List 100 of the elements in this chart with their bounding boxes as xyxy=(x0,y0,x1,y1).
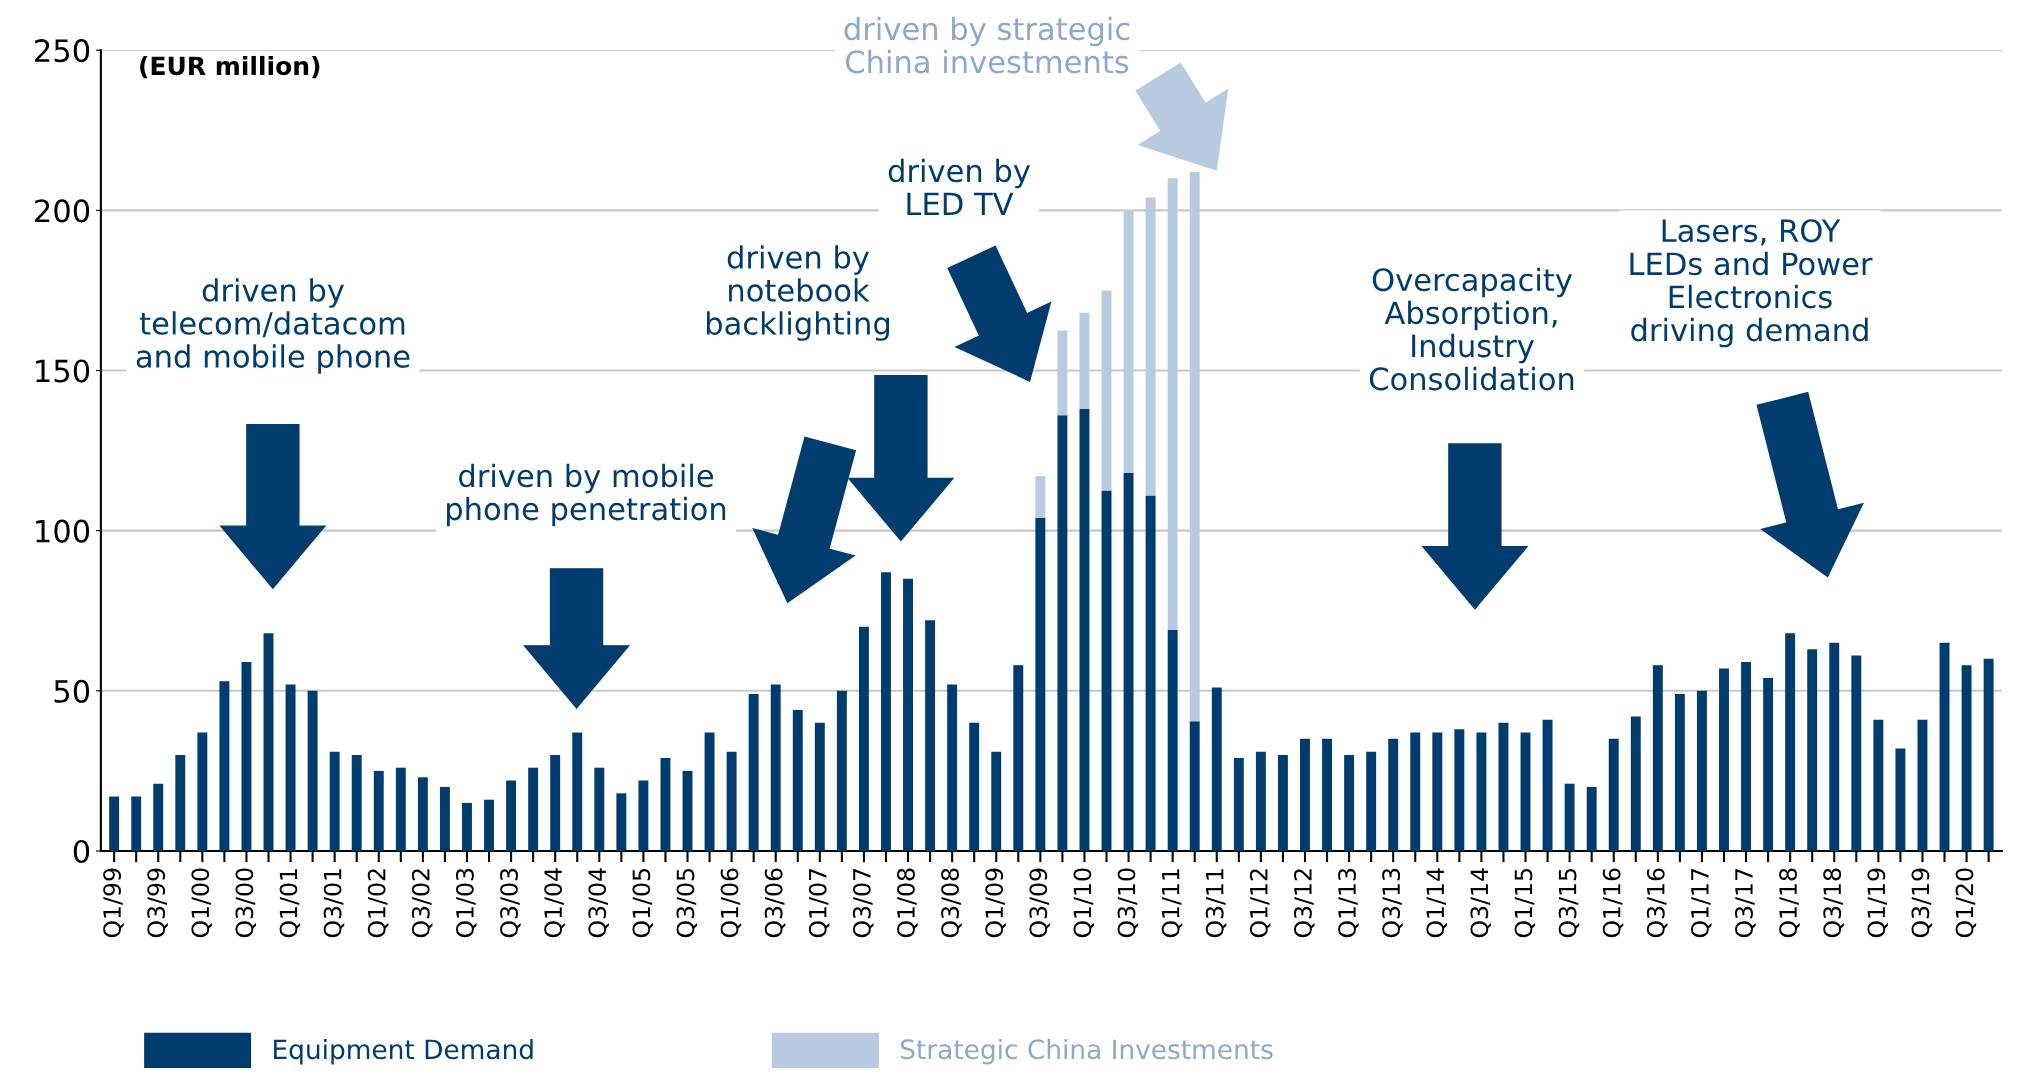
bar xyxy=(682,770,693,851)
bar xyxy=(109,796,120,851)
bar xyxy=(395,767,406,851)
bar xyxy=(991,751,1002,851)
bar xyxy=(1741,661,1751,851)
bar xyxy=(1939,642,1950,851)
x-tick-label: Q3/03 xyxy=(500,868,521,938)
bar xyxy=(1101,290,1112,491)
legend-label: Equipment Demand xyxy=(274,1038,533,1065)
y-tick-label: 0 xyxy=(73,839,90,864)
bar xyxy=(638,780,649,851)
x-tick-label: Q3/11 xyxy=(1205,869,1227,938)
bar xyxy=(285,684,296,851)
bar xyxy=(1322,738,1332,851)
bar xyxy=(1189,171,1200,722)
bar xyxy=(1895,748,1906,851)
x-tick-label: Q1/17 xyxy=(1690,868,1712,938)
bar xyxy=(1167,629,1178,851)
x-tick-label: Q3/14 xyxy=(1470,868,1491,938)
bar xyxy=(417,777,428,851)
bar xyxy=(1013,665,1024,851)
bar xyxy=(1233,758,1244,851)
x-tick-label: Q3/09 xyxy=(1029,868,1050,938)
bar xyxy=(1476,732,1487,851)
annotation: driven by telecom/datacom and mobile phone xyxy=(136,278,410,374)
x-tick-label: Q1/04 xyxy=(544,868,565,938)
x-tick-label: Q1/10 xyxy=(1073,868,1095,938)
x-tick-label: Q3/10 xyxy=(1117,868,1139,938)
bar xyxy=(1255,751,1266,851)
x-tick-label: Q3/18 xyxy=(1823,868,1844,938)
bar xyxy=(373,770,384,851)
bar xyxy=(1763,678,1774,851)
annotation: driven by LED TV xyxy=(888,158,1031,215)
bar xyxy=(572,732,583,851)
bar xyxy=(1807,649,1818,851)
bar xyxy=(197,732,208,851)
bar xyxy=(506,780,517,851)
bar xyxy=(1189,721,1200,851)
y-tick-label: 200 xyxy=(35,199,90,223)
annotation: Lasers, ROY LEDs and Power Electronics driving demand xyxy=(1630,219,1873,348)
x-tick-label: Q1/20 xyxy=(1955,868,1977,938)
bar xyxy=(484,799,494,851)
bar xyxy=(153,783,164,851)
x-tick-label: Q1/99 xyxy=(103,868,124,938)
annotation: driven by notebook backlighting xyxy=(706,245,890,341)
bar xyxy=(1079,408,1090,851)
bar xyxy=(1057,330,1068,416)
bar xyxy=(131,796,142,851)
x-tick-label: Q1/13 xyxy=(1338,868,1359,938)
x-tick-label: Q3/07 xyxy=(852,868,874,938)
x-tick-label: Q1/02 xyxy=(367,869,389,938)
bar xyxy=(439,786,450,851)
bar xyxy=(1145,495,1156,851)
bar xyxy=(1586,786,1597,851)
bar xyxy=(219,681,230,851)
bar xyxy=(1410,732,1421,851)
bar xyxy=(1564,783,1575,851)
bar xyxy=(1035,476,1046,518)
bar xyxy=(1652,665,1663,851)
bar xyxy=(836,690,847,851)
x-tick-label: Q3/01 xyxy=(323,869,345,938)
y-tick-label: 50 xyxy=(54,679,90,703)
bar xyxy=(1300,738,1310,851)
bar xyxy=(1211,687,1222,851)
x-tick-label: Q1/12 xyxy=(1249,869,1271,938)
bar xyxy=(1917,719,1928,851)
bar xyxy=(1057,415,1068,851)
x-tick-label: Q1/05 xyxy=(632,869,653,938)
bar xyxy=(1123,473,1134,851)
bar xyxy=(1696,690,1707,851)
x-tick-label: Q3/16 xyxy=(1646,868,1668,938)
x-tick-label: Q3/05 xyxy=(676,869,698,938)
annotation: driven by mobile phone penetration xyxy=(447,463,726,527)
legend-label: Strategic China Investments xyxy=(900,1038,1273,1065)
bar xyxy=(704,732,715,851)
bar xyxy=(748,694,759,851)
bar xyxy=(1035,517,1046,851)
x-tick-label: Q1/11 xyxy=(1161,869,1183,938)
x-tick-label: Q3/06 xyxy=(764,868,786,938)
x-tick-label: Q3/08 xyxy=(941,868,962,938)
bar xyxy=(1079,312,1090,409)
x-tick-label: Q3/02 xyxy=(411,869,433,938)
x-tick-label: Q1/00 xyxy=(191,868,212,938)
bar xyxy=(1961,665,1972,851)
bar xyxy=(969,722,980,851)
x-tick-label: Q3/17 xyxy=(1735,868,1756,938)
bar xyxy=(726,751,737,851)
bar xyxy=(1344,754,1355,851)
bar xyxy=(925,620,936,851)
y-tick-label: 250 xyxy=(35,39,90,63)
x-tick-label: Q3/99 xyxy=(147,868,168,938)
x-tick-label: Q1/19 xyxy=(1867,868,1888,938)
bar xyxy=(1101,490,1112,851)
bar xyxy=(1719,668,1729,851)
bar xyxy=(1851,655,1862,851)
bar xyxy=(528,767,539,851)
x-tick-label: Q1/06 xyxy=(720,868,742,938)
bar xyxy=(1608,738,1619,851)
bar xyxy=(1983,658,1994,851)
annotation: driven by strategic China investments xyxy=(844,16,1130,74)
